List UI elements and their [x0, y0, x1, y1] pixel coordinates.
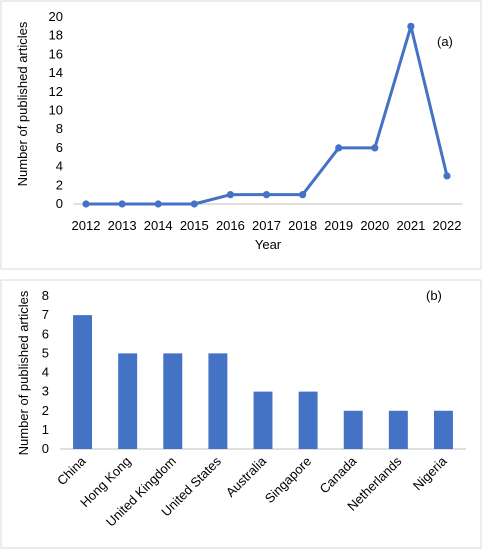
chart-b-bars	[73, 315, 453, 449]
chart-a-frame	[0, 0, 482, 270]
chart-a-y-ticks: 0 2 4 6 8 10 12 14 16 18 20	[49, 9, 63, 211]
chart-a-ytick-label: 14	[49, 65, 63, 80]
chart-a-point	[335, 144, 343, 152]
chart-a-ytick-label: 8	[56, 121, 63, 136]
chart-b-bar	[208, 353, 228, 449]
chart-b-ytick-label: 6	[42, 326, 49, 341]
chart-a-series	[82, 22, 451, 208]
chart-a-xtick-label: 2014	[144, 218, 173, 233]
chart-a-point	[443, 172, 451, 180]
chart-a: (a) Number of published articles Year 02…	[0, 0, 482, 270]
chart-a-point	[371, 144, 379, 152]
chart-a-xtick-label: 2018	[288, 218, 317, 233]
chart-a-ytick-label: 2	[56, 177, 63, 192]
chart-b-ytick-label: 2	[42, 403, 49, 418]
chart-b-ytick-label: 0	[42, 441, 49, 456]
chart-b-annotation: (b)	[426, 288, 442, 303]
chart-a-ytick-label: 18	[49, 28, 63, 43]
chart-b-bar	[163, 353, 183, 449]
chart-b-bar	[73, 315, 93, 449]
chart-a-ytick-label: 10	[49, 103, 63, 118]
chart-a-point	[154, 200, 162, 208]
chart-b-frame	[0, 279, 482, 549]
chart-a-xtick-label: 2016	[216, 218, 245, 233]
chart-a-ytick-label: 0	[56, 196, 63, 211]
chart-a-xtick-label: 2013	[108, 218, 137, 233]
chart-a-xtick-label: 2020	[360, 218, 389, 233]
chart-a-xtick-label: 2017	[252, 218, 281, 233]
chart-b-ytick-label: 1	[42, 422, 49, 437]
chart-a-xtick-label: 2012	[72, 218, 101, 233]
chart-a-ylabel: Number of published articles	[15, 21, 30, 186]
chart-b-ylabel: Number of published articles	[16, 290, 31, 455]
chart-a-point	[82, 200, 90, 208]
chart-b-bar	[253, 391, 273, 449]
chart-a-ytick-label: 12	[49, 84, 63, 99]
chart-a-ytick-label: 20	[49, 9, 63, 24]
chart-b-bar	[388, 410, 408, 449]
chart-a-ytick-label: 6	[56, 140, 63, 155]
chart-a-xtick-label: 2019	[324, 218, 353, 233]
chart-a-annotation: (a)	[437, 34, 453, 49]
chart-b-ytick-label: 7	[42, 307, 49, 322]
chart-a-xtick-label: 2015	[180, 218, 209, 233]
chart-b-bar	[343, 410, 363, 449]
chart-a-x-ticks: 2012 2013 2014 2015 2016 2017 2018 2019 2020 2021…	[72, 218, 462, 233]
chart-a-point	[190, 200, 198, 208]
chart-b-bar	[433, 410, 453, 449]
chart-a-point	[226, 191, 234, 199]
chart-a-xlabel: Year	[255, 237, 282, 252]
chart-a-point	[407, 22, 415, 30]
chart-b-bar	[298, 391, 318, 449]
chart-a-xtick-label: 2021	[396, 218, 425, 233]
chart-b-ytick-label: 3	[42, 384, 49, 399]
chart-b-ytick-label: 5	[42, 345, 49, 360]
chart-a-point	[262, 191, 271, 199]
chart-a-ytick-label: 4	[56, 159, 63, 174]
chart-b-y-ticks: 0 1 2 3 4 5 6 7 8	[42, 288, 49, 456]
chart-a-ytick-label: 16	[49, 46, 63, 61]
chart-a-point	[299, 191, 307, 199]
chart-a-point	[118, 200, 126, 208]
chart-b-ytick-label: 4	[42, 365, 49, 380]
chart-b-bar	[118, 353, 138, 449]
chart-a-xtick-label: 2022	[433, 218, 462, 233]
chart-b-ytick-label: 8	[42, 288, 49, 303]
chart-b: (b) Number of published articles 0 1 2 3 4 5 6…	[0, 279, 482, 549]
